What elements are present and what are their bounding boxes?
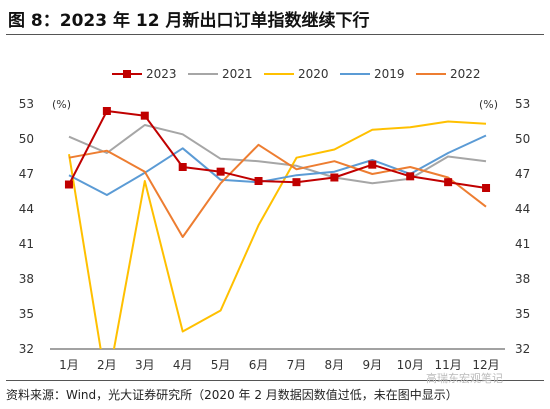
y-tick-right: 38 <box>515 272 530 286</box>
series-point-2023 <box>216 167 225 176</box>
x-tick-label: 2月 <box>97 358 117 372</box>
y-tick-left: 41 <box>19 237 34 251</box>
series-point-2023 <box>140 111 149 120</box>
series-point-2023 <box>368 160 377 169</box>
y-tick-left: 44 <box>19 202 34 216</box>
y-tick-right: 50 <box>515 132 530 146</box>
legend-label-2019: 2019 <box>374 67 405 81</box>
legend-label-2021: 2021 <box>222 67 253 81</box>
x-tick-label: 9月 <box>362 358 382 372</box>
x-tick-label: 11月 <box>434 358 461 372</box>
watermark: 高瑞东宏观笔记 <box>426 372 503 385</box>
y-tick-right: 41 <box>515 237 530 251</box>
x-axis: 1月 2月 3月 4月 5月 6月 7月 8月 9月 10月 11月 12月 <box>59 358 500 372</box>
y-tick-right: 53 <box>515 97 530 111</box>
title-rule <box>6 34 544 35</box>
y-unit-right: (%) <box>479 98 498 111</box>
legend-label-2023: 2023 <box>146 67 177 81</box>
series-point-2023 <box>330 173 339 182</box>
x-tick-label: 8月 <box>325 358 345 372</box>
y-tick-left: 32 <box>19 342 34 356</box>
chart-title: 图 8：2023 年 12 月新出口订单指数继续下行 <box>8 11 370 31</box>
x-tick-label: 10月 <box>397 358 424 372</box>
y-tick-left: 53 <box>19 97 34 111</box>
source-rule <box>6 380 544 381</box>
plot-area <box>64 107 491 349</box>
source-note: 资料来源：Wind，光大证券研究所（2020 年 2 月数据因数值过低，未在图中… <box>6 388 458 402</box>
series-point-2023 <box>482 184 491 192</box>
series-line-2020 <box>68 120 487 349</box>
series-line-2022 <box>68 143 487 238</box>
y-tick-right: 47 <box>515 167 530 181</box>
legend: 2023 2021 2020 2019 2022 <box>112 67 481 81</box>
series-point-2023 <box>444 178 453 187</box>
y-tick-left: 47 <box>19 167 34 181</box>
y-tick-left: 38 <box>19 272 34 286</box>
y-unit-left: (%) <box>52 98 71 111</box>
series-point-2023 <box>178 163 187 171</box>
y-tick-right: 44 <box>515 202 530 216</box>
x-tick-label: 7月 <box>287 358 307 372</box>
legend-marker-2023 <box>123 70 131 78</box>
x-tick-label: 6月 <box>249 358 269 372</box>
series-line-2019 <box>68 134 487 196</box>
series-line-2023 <box>68 110 487 189</box>
x-tick-label: 1月 <box>59 358 79 372</box>
x-tick-label: 5月 <box>211 358 231 372</box>
series-line-2021 <box>68 124 487 185</box>
y-tick-left: 50 <box>19 132 34 146</box>
series-point-2023 <box>64 180 73 189</box>
y-tick-right: 32 <box>515 342 530 356</box>
y-tick-left: 35 <box>19 307 34 321</box>
y-axis-left: 32 35 38 41 44 47 50 53 <box>19 97 34 356</box>
y-axis-right: 32 35 38 41 44 47 50 53 <box>515 97 530 356</box>
series-point-2023 <box>102 107 111 115</box>
series-point-2023 <box>254 177 263 185</box>
x-tick-label: 12月 <box>472 358 499 372</box>
series-point-2023 <box>406 172 415 181</box>
legend-label-2020: 2020 <box>298 67 329 81</box>
legend-label-2022: 2022 <box>450 67 481 81</box>
x-tick-label: 4月 <box>173 358 193 372</box>
x-tick-label: 3月 <box>135 358 155 372</box>
series-point-2023 <box>292 178 301 187</box>
y-tick-right: 35 <box>515 307 530 321</box>
